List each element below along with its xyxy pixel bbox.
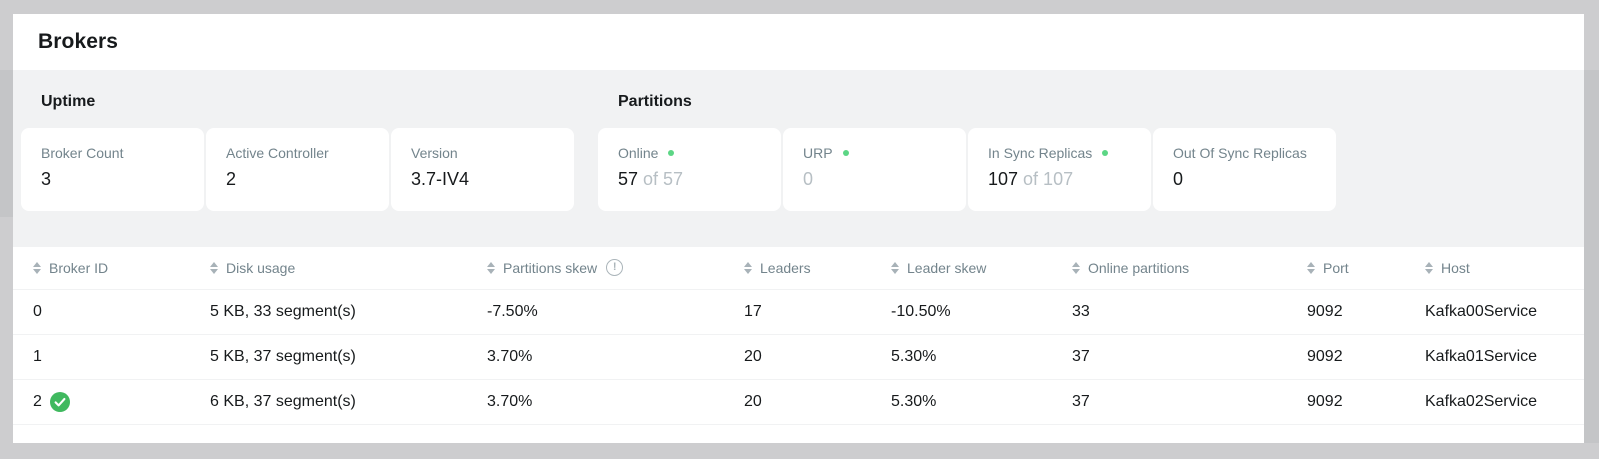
metric-card-out-of-sync-replicas: Out Of Sync Replicas 0 (1153, 128, 1336, 211)
column-header-host[interactable]: Host (1405, 247, 1584, 290)
metric-card-active-controller: Active Controller 2 (206, 128, 389, 211)
cell-leaders[interactable]: 20 (724, 379, 871, 425)
page-title: Brokers (38, 30, 119, 53)
metric-value: 3 (41, 169, 52, 189)
metric-value-suffix: of 107 (1023, 169, 1074, 189)
column-label: Online partitions (1088, 259, 1190, 276)
column-label: Leader skew (907, 259, 987, 276)
column-header-disk-usage[interactable]: Disk usage (190, 247, 467, 290)
cell-leader-skew[interactable]: -10.50% (871, 289, 1052, 335)
metric-label: URP (803, 145, 833, 161)
cell-host[interactable]: Kafka02Service (1405, 379, 1584, 425)
cell-leader-skew[interactable]: 5.30% (871, 379, 1052, 425)
metric-value: 0 (803, 169, 814, 189)
column-header-port[interactable]: Port (1287, 247, 1405, 290)
metric-value: 2 (226, 169, 237, 189)
cell-disk-usage[interactable]: 6 KB, 37 segment(s) (190, 379, 467, 425)
info-circle-icon[interactable] (606, 259, 624, 277)
metrics-section: Uptime Broker Count 3 Active Controller … (13, 70, 1584, 247)
column-header-partitions-skew[interactable]: Partitions skew (467, 247, 724, 290)
cell-partitions-skew[interactable]: 3.70% (467, 334, 724, 380)
active-controller-check-circle-icon (49, 391, 70, 412)
status-dot-icon (1102, 150, 1109, 156)
column-header-leader-skew[interactable]: Leader skew (871, 247, 1052, 290)
metric-card-online: Online 57 of 57 (598, 128, 781, 211)
metric-value-suffix: of 57 (643, 169, 684, 189)
page-edge-shade-right (1584, 70, 1599, 443)
partitions-title: Partitions (618, 93, 692, 110)
table-header-row: Broker ID Disk usage Partitions skew (13, 247, 1584, 290)
metric-card-urp: URP 0 (783, 128, 966, 211)
metric-label: Online (618, 145, 659, 161)
cell-host[interactable]: Kafka01Service (1405, 334, 1584, 380)
metric-card-version: Version 3.7-IV4 (391, 128, 574, 211)
column-label: Broker ID (49, 259, 109, 276)
metric-label: Version (411, 145, 458, 161)
column-header-online-partitions[interactable]: Online partitions (1052, 247, 1287, 290)
uptime-title: Uptime (41, 93, 96, 110)
metric-label: Broker Count (41, 145, 124, 161)
sort-arrows-icon[interactable] (1072, 261, 1080, 274)
partitions-cards: Online 57 of 57 URP 0 (598, 128, 1336, 211)
cell-broker-id[interactable]: 2 (13, 379, 190, 425)
cell-host[interactable]: Kafka00Service (1405, 289, 1584, 335)
column-label: Disk usage (226, 259, 296, 276)
metric-value: 0 (1173, 169, 1184, 189)
table-row-broker-2[interactable]: 2 6 KB, 37 segment(s) 3.70% 20 5.30% 37 … (13, 379, 1584, 425)
column-header-leaders[interactable]: Leaders (724, 247, 871, 290)
cell-broker-id[interactable]: 0 (13, 289, 190, 335)
metric-label: Out Of Sync Replicas (1173, 145, 1307, 161)
brokers-page: Brokers Uptime Broker Count 3 Active Con… (13, 14, 1584, 443)
cell-broker-id[interactable]: 1 (13, 334, 190, 380)
page-edge-shade-left (0, 70, 13, 217)
sort-arrows-icon[interactable] (210, 261, 218, 274)
cell-port[interactable]: 9092 (1287, 289, 1405, 335)
metric-value: 3.7-IV4 (411, 169, 470, 189)
metric-card-in-sync-replicas: In Sync Replicas 107 of 107 (968, 128, 1151, 211)
column-label: Host (1441, 259, 1470, 276)
sort-arrows-icon[interactable] (487, 261, 495, 274)
metric-label: In Sync Replicas (988, 145, 1093, 161)
partitions-group: Partitions Online 57 of 57 URP (598, 91, 1336, 247)
metric-value: 107 (988, 169, 1019, 189)
cell-disk-usage[interactable]: 5 KB, 33 segment(s) (190, 289, 467, 335)
status-dot-icon (842, 150, 849, 156)
sort-arrows-icon[interactable] (1307, 261, 1315, 274)
uptime-cards: Broker Count 3 Active Controller 2 Versi… (21, 128, 574, 211)
metric-card-broker-count: Broker Count 3 (21, 128, 204, 211)
cell-leader-skew[interactable]: 5.30% (871, 334, 1052, 380)
metric-value: 57 (618, 169, 639, 189)
metric-label: Active Controller (226, 145, 329, 161)
cell-online-partitions[interactable]: 37 (1052, 379, 1287, 425)
page-header: Brokers (13, 14, 1584, 70)
column-label: Partitions skew (503, 259, 598, 276)
cell-partitions-skew[interactable]: 3.70% (467, 379, 724, 425)
sort-arrows-icon[interactable] (33, 261, 41, 274)
uptime-group: Uptime Broker Count 3 Active Controller … (21, 91, 574, 247)
table-row-broker-1[interactable]: 1 5 KB, 37 segment(s) 3.70% 20 5.30% 37 … (13, 334, 1584, 380)
brokers-table: Broker ID Disk usage Partitions skew (13, 247, 1584, 425)
column-label: Port (1323, 259, 1349, 276)
column-label: Leaders (760, 259, 811, 276)
cell-disk-usage[interactable]: 5 KB, 37 segment(s) (190, 334, 467, 380)
cell-online-partitions[interactable]: 37 (1052, 334, 1287, 380)
sort-arrows-icon[interactable] (891, 261, 899, 274)
sort-arrows-icon[interactable] (1425, 261, 1433, 274)
cell-port[interactable]: 9092 (1287, 334, 1405, 380)
cell-leaders[interactable]: 17 (724, 289, 871, 335)
cell-online-partitions[interactable]: 33 (1052, 289, 1287, 335)
sort-arrows-icon[interactable] (744, 261, 752, 274)
cell-port[interactable]: 9092 (1287, 379, 1405, 425)
table-row-broker-0[interactable]: 0 5 KB, 33 segment(s) -7.50% 17 -10.50% … (13, 289, 1584, 335)
column-header-broker-id[interactable]: Broker ID (13, 247, 190, 290)
cell-leaders[interactable]: 20 (724, 334, 871, 380)
status-dot-icon (668, 150, 675, 156)
cell-partitions-skew[interactable]: -7.50% (467, 289, 724, 335)
